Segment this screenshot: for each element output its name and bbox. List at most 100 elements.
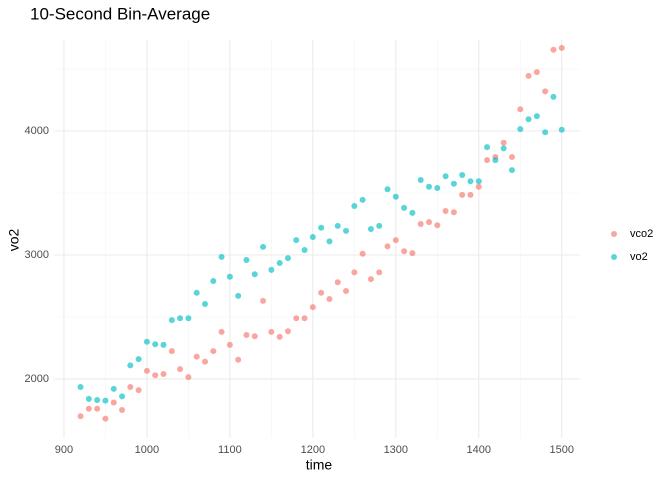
point (218, 328, 225, 335)
x-tick-label: 1000 (135, 444, 159, 456)
point (426, 219, 433, 226)
x-axis-label: time (306, 457, 333, 473)
legend-marker (611, 231, 617, 237)
point (243, 256, 250, 263)
point (525, 72, 532, 79)
y-tick-label: 2000 (25, 373, 49, 385)
x-tick-label: 1400 (467, 444, 491, 456)
point (434, 222, 441, 229)
point (326, 296, 333, 303)
point (210, 278, 217, 285)
x-tick-label: 1100 (218, 444, 242, 456)
point (417, 220, 424, 227)
legend-label: vo2 (630, 251, 648, 263)
point (193, 353, 200, 360)
point (152, 341, 159, 348)
point (260, 243, 267, 250)
point (218, 253, 225, 260)
y-axis-label: vo2 (6, 229, 22, 252)
chart-title: 10-Second Bin-Average (30, 4, 210, 23)
point (409, 250, 416, 257)
point (384, 186, 391, 193)
point (135, 387, 142, 394)
point (550, 93, 557, 100)
point (210, 348, 217, 355)
point (268, 266, 275, 273)
point (533, 113, 540, 120)
point (508, 167, 515, 174)
point (94, 397, 101, 404)
point (276, 333, 283, 340)
x-tick-label: 1300 (384, 444, 408, 456)
point (102, 397, 109, 404)
point (226, 273, 233, 280)
point (309, 234, 316, 241)
point (484, 144, 491, 151)
point (558, 126, 565, 133)
point (119, 393, 126, 400)
point (318, 224, 325, 231)
point (85, 395, 92, 402)
point (484, 157, 491, 164)
point (127, 384, 134, 391)
x-tick-label: 1200 (301, 444, 325, 456)
point (450, 180, 457, 187)
point (508, 154, 515, 161)
point (185, 374, 192, 381)
point (434, 185, 441, 192)
point (467, 191, 474, 198)
point (160, 341, 167, 348)
x-tick-label: 1500 (550, 444, 574, 456)
point (384, 243, 391, 250)
point (542, 129, 549, 136)
point (185, 315, 192, 322)
point (168, 317, 175, 324)
point (102, 415, 109, 422)
point (351, 203, 358, 210)
point (376, 222, 383, 229)
point (293, 315, 300, 322)
point (293, 237, 300, 244)
point (459, 172, 466, 179)
point (119, 406, 126, 413)
point (127, 362, 134, 369)
point (392, 237, 399, 244)
point (301, 315, 308, 322)
point (442, 173, 449, 180)
point (251, 333, 258, 340)
point (517, 106, 524, 113)
point (201, 300, 208, 307)
point (235, 292, 242, 299)
point (417, 176, 424, 183)
point (94, 405, 101, 412)
point (177, 315, 184, 322)
point (359, 196, 366, 203)
point (326, 238, 333, 245)
point (143, 338, 150, 345)
point (77, 413, 84, 420)
point (251, 271, 258, 278)
point (401, 248, 408, 255)
point (500, 145, 507, 152)
point (343, 287, 350, 294)
point (193, 289, 200, 296)
point (284, 328, 291, 335)
point (533, 69, 540, 76)
point (517, 126, 524, 133)
point (376, 269, 383, 276)
point (309, 304, 316, 311)
point (475, 178, 482, 185)
point (500, 139, 507, 146)
point (201, 358, 208, 365)
point (542, 88, 549, 95)
point (318, 289, 325, 296)
point (475, 183, 482, 190)
point (276, 260, 283, 267)
y-tick-label: 3000 (25, 249, 49, 261)
point (177, 366, 184, 373)
point (409, 209, 416, 216)
legend-marker (611, 254, 617, 260)
point (334, 279, 341, 286)
point (426, 183, 433, 190)
